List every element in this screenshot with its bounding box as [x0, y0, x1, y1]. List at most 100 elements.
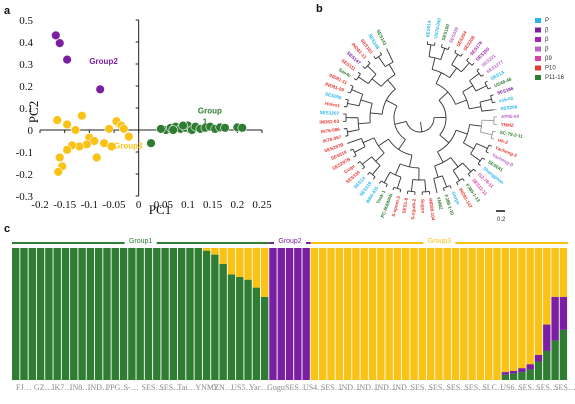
admixture-bar-yellow — [534, 248, 543, 355]
tree-branch — [454, 52, 462, 57]
tree-branch — [460, 53, 463, 57]
tree-leaf-label: SES1A — [490, 69, 506, 81]
pca-group-label: Group3 — [114, 142, 143, 151]
tree-branch — [369, 103, 373, 123]
tree-branch — [437, 130, 457, 153]
tree-branch — [431, 57, 436, 70]
pca-point-yellow — [62, 119, 72, 130]
tree-branch — [367, 60, 371, 64]
tree-branch — [407, 190, 415, 193]
legend-label: β — [545, 47, 549, 53]
pca-point-yellow — [53, 167, 63, 177]
admixture-x-label: SES… — [321, 383, 343, 392]
tree-branch — [442, 188, 445, 192]
pca-point-purple — [51, 30, 61, 41]
pca-y-tick-label: 0.5 — [19, 15, 33, 27]
tree-branch — [351, 89, 363, 95]
pca-point-green — [146, 138, 156, 148]
admixture-bar-yellow — [501, 248, 510, 373]
admixture-x-label: IND… — [393, 383, 415, 392]
pca-y-tick-label: 0.2 — [19, 81, 33, 93]
tree-branch — [481, 109, 494, 112]
tree-branch — [349, 86, 354, 94]
admixture-bars — [12, 248, 568, 380]
tree-leaf-label: IN76-086 — [321, 127, 341, 135]
admixture-bar-green — [252, 287, 261, 380]
tree-leaf-label: SES019 — [330, 149, 348, 161]
legend-label: β — [545, 37, 549, 43]
tree-leaf-label: SES1-8 — [401, 197, 409, 214]
admixture-x-label: US6… — [500, 383, 522, 392]
admixture-bar-green — [161, 248, 169, 380]
admixture-bar-green — [227, 274, 236, 380]
admixture-bar-yellow — [310, 248, 319, 380]
tree-branch — [488, 144, 492, 147]
admixture-bar-yellow — [252, 248, 261, 288]
admixture-bar-yellow — [410, 248, 418, 380]
admixture-bar-yellow — [526, 248, 534, 365]
tree-branch — [471, 62, 475, 66]
pca-point-yellow — [70, 125, 81, 135]
admixture-x-label: IND… — [88, 383, 110, 392]
pca-group-label: 1 — [203, 118, 208, 127]
pca-point-purple — [55, 38, 65, 48]
tree-branch — [372, 176, 376, 180]
tree-leaf-label: Dorgo — [451, 191, 461, 206]
pca-point-green — [220, 123, 230, 133]
tree-branch — [479, 102, 483, 112]
tree-branch — [405, 117, 435, 133]
tree-branch — [431, 69, 450, 79]
tree-branch — [455, 129, 468, 135]
admixture-bar-chart: Group1 Group2 Group3 FJ… GZ… IK7…IN8…IND…PPG… — [12, 236, 575, 392]
tree-branch — [386, 99, 398, 107]
tree-branch — [428, 44, 432, 57]
admixture-bar-yellow — [559, 248, 568, 297]
tree-branch — [349, 138, 362, 143]
admixture-bar-yellow — [227, 248, 236, 275]
admixture-bar-purple — [285, 248, 294, 380]
tree-branch — [469, 106, 482, 110]
admixture-bar-yellow — [426, 248, 435, 380]
pca-x-tick-label: -0.2 — [31, 199, 48, 211]
admixture-bar-green — [61, 248, 70, 380]
admixture-x-label: SES… — [285, 383, 307, 392]
tree-branch — [433, 178, 437, 191]
tree-branch — [399, 189, 402, 193]
legend-swatch — [535, 18, 541, 23]
tree-branch — [439, 134, 450, 144]
tree-leaf-label: Sao4c — [338, 67, 353, 78]
admixture-bar-yellow — [476, 248, 485, 380]
admixture-bar-purple — [559, 296, 568, 330]
tree-branch — [362, 166, 365, 170]
admixture-bar-green — [260, 296, 269, 380]
admixture-bar-yellow — [335, 248, 344, 380]
tree-leaf-label: FJ88-1-10 — [443, 194, 455, 216]
admixture-x-labels: FJ… GZ… IK7…IN8…IND…PPG…S-… SES…SES…Tai… YNM… — [16, 383, 575, 392]
tree-leaf-label: Sugon — [420, 199, 425, 214]
admixture-x-label: SES… — [159, 383, 181, 392]
pca-point-yellow — [124, 131, 134, 142]
admixture-x-label: SES… — [554, 383, 575, 392]
tree-branch — [441, 175, 448, 188]
tree-branch — [353, 78, 357, 81]
admixture-bar-green — [236, 277, 244, 380]
tree-branch — [385, 184, 388, 188]
pca-point-yellow — [106, 141, 117, 152]
tree-branch — [447, 46, 450, 50]
band-label: Group3 — [428, 238, 451, 245]
pca-y-tick-label: 0.4 — [19, 37, 33, 49]
tree-leaf-label: SES100 — [441, 23, 451, 41]
tree-branch — [408, 155, 413, 167]
tree-branch — [479, 98, 492, 103]
pca-y-tick-label: 0 — [28, 125, 34, 137]
tree-branch — [462, 162, 472, 173]
admixture-bar-yellow — [202, 248, 211, 251]
panel-label-c: c — [4, 223, 10, 235]
admixture-bar-yellow — [460, 248, 468, 380]
tree-branch — [477, 163, 481, 166]
tree-branch — [394, 163, 401, 176]
tree-branch — [437, 151, 444, 163]
admixture-bar-green — [144, 248, 153, 380]
admixture-bar-yellow — [451, 248, 460, 380]
pca-x-tick-label: 0 — [136, 199, 142, 211]
